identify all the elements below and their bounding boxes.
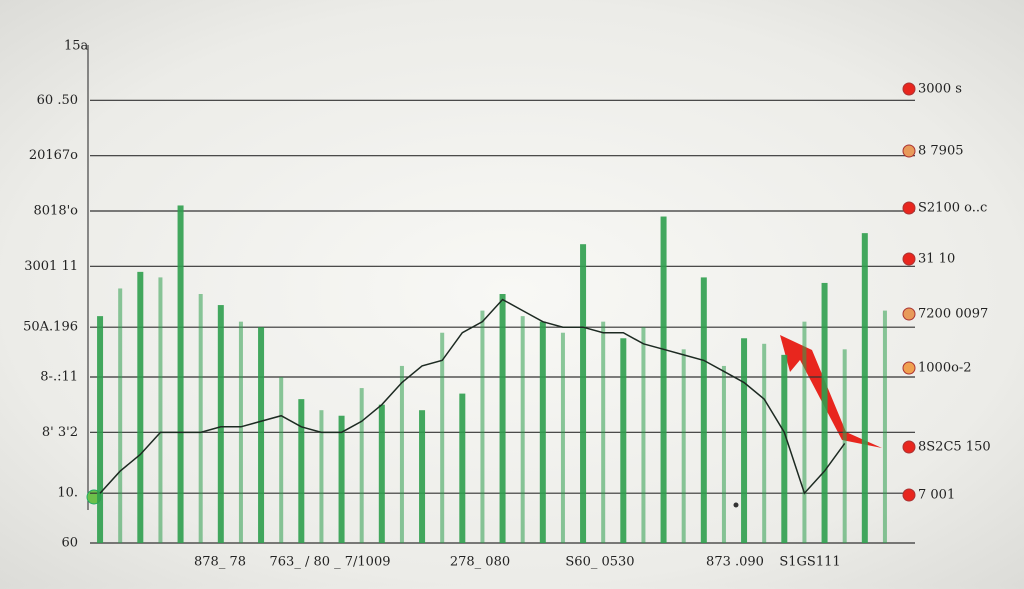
bar [601,321,606,543]
bottom-label: S1GS111 [779,555,840,570]
y-tick-label: 20167o [29,148,78,163]
chart-title: 15a [64,39,89,54]
bar [681,349,686,543]
bar [560,332,565,543]
y-tick-label: 50A.196 [23,320,78,335]
right-marker [902,144,916,158]
right-label: S2100 o..c [918,201,987,216]
bar [882,310,887,543]
bar [319,410,324,543]
right-marker [902,201,916,215]
bar [620,338,627,543]
right-label: 8 7905 [918,144,964,159]
right-label: 7 001 [918,488,955,503]
bar [762,343,767,543]
y-tick-label: 60 [61,536,78,551]
right-marker [902,440,916,454]
bar [97,316,104,543]
y-tick-label: 8018'o [34,204,79,219]
bar [359,388,364,543]
right-label: 31 10 [918,252,955,267]
right-label: 8S2C5 150 [918,440,991,455]
bar [520,316,525,543]
bar [217,305,224,543]
bar [861,233,868,543]
bar [378,404,385,543]
right-marker [902,82,916,96]
bar [821,282,828,543]
right-label: 1000o-2 [918,361,972,376]
y-tick-label: 10. [57,486,78,501]
bar [279,377,284,543]
bar [258,327,265,543]
dot [733,502,739,508]
bar [440,332,445,543]
bar [419,410,426,543]
y-tick-label: 8-.:11 [40,370,78,385]
right-marker [902,488,916,502]
bar [338,415,345,543]
bar [158,277,163,543]
bar [539,321,546,543]
bar [842,349,847,543]
bar [238,321,243,543]
bar [177,205,184,543]
y-tick-label: 8' 3'2 [42,425,78,440]
bottom-label: 763_ / 80 _ 7/1009 [270,555,391,570]
bar [399,365,404,543]
bar [741,338,748,543]
right-label: 3000 s [918,82,962,97]
right-marker [902,361,916,375]
bar [459,393,466,543]
bar [802,321,807,543]
bar [298,399,305,543]
right-marker [902,307,916,321]
y-tick-label: 3001 11 [24,259,78,274]
bar [660,216,667,544]
bottom-label: S60_ 0530 [565,555,634,570]
bar [700,277,707,543]
bar [118,288,123,543]
right-label: 7200 0097 [918,307,988,322]
bar [721,365,726,543]
y-tick-label: 60 .50 [37,93,78,108]
bar [499,294,506,543]
bar [781,354,788,543]
bottom-label: 873 .090 [706,555,764,570]
bottom-label: 278_ 080 [450,555,510,570]
bar [641,327,646,543]
line [99,298,846,495]
bottom-label: 878_ 78 [194,555,246,570]
bar [198,294,203,543]
bar [137,271,144,543]
bar [480,310,485,543]
right-marker [902,252,916,266]
bar [580,244,587,543]
